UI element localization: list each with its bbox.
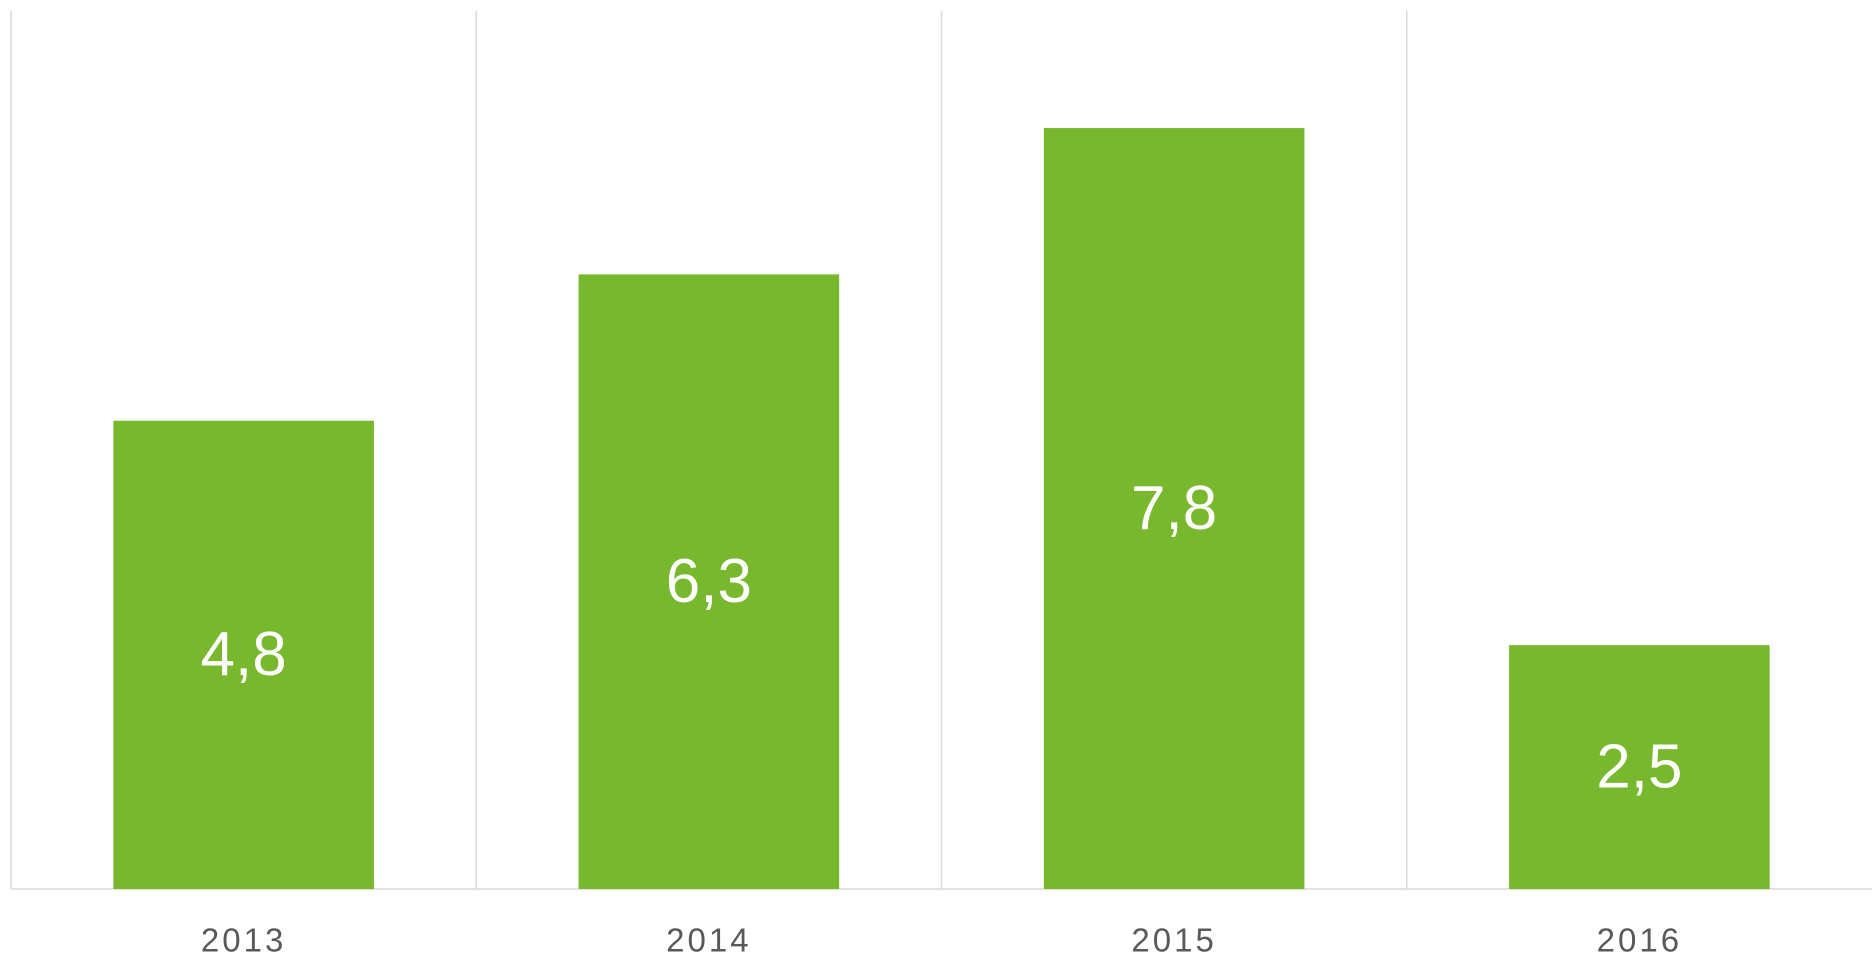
value-label: 6,3 [666,547,752,616]
bar [113,420,374,889]
x-tick-label: 2014 [666,922,751,959]
x-tick-label: 2016 [1597,922,1682,959]
bar [1509,645,1770,889]
bar [1043,128,1305,890]
x-tick-label: 2015 [1131,922,1216,959]
value-label: 4,8 [201,620,287,689]
bar [578,274,840,889]
value-label: 2,5 [1596,732,1682,801]
value-label: 7,8 [1131,474,1217,543]
x-tick-label: 2013 [201,922,286,959]
